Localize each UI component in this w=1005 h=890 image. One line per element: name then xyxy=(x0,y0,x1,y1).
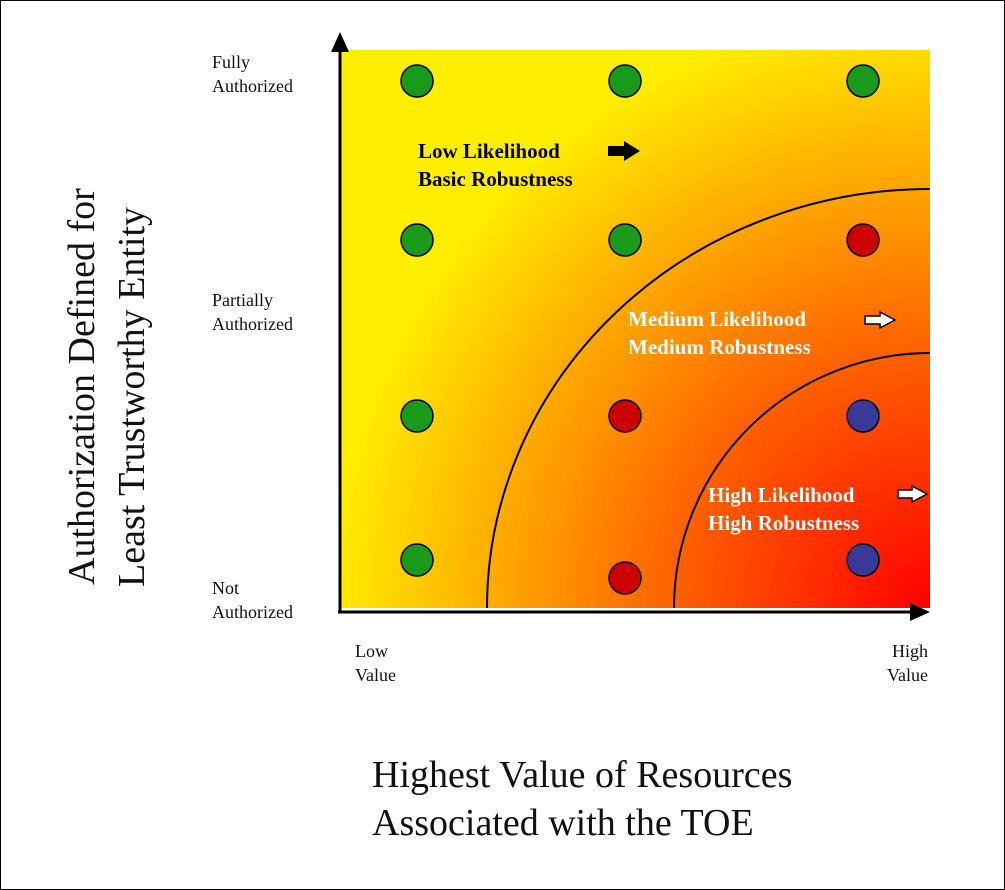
y-level-label: Fully xyxy=(212,52,251,72)
point-r1-c3 xyxy=(846,64,880,98)
points-layer xyxy=(400,64,880,595)
y-axis-arrowhead xyxy=(331,32,349,52)
x-label-line: High xyxy=(892,641,928,661)
medium-zone-boundary xyxy=(486,188,931,609)
point-r2-c3 xyxy=(846,223,880,257)
x-axis-title-line2: Associated with the TOE xyxy=(372,802,754,844)
x-high-value-label: High Value xyxy=(858,639,928,687)
point-r4-c1 xyxy=(400,543,434,577)
white-right-arrow-icon xyxy=(864,310,897,330)
x-label-line: Value xyxy=(887,665,928,685)
point-r3-c1 xyxy=(400,399,434,433)
point-r3-c3 xyxy=(846,399,880,433)
point-r4-c2 xyxy=(608,561,642,595)
zone-robustness-text: High Robustness xyxy=(708,511,860,535)
point-r1-c2 xyxy=(608,64,642,98)
x-axis-arrowhead xyxy=(910,603,930,621)
y-axis-title-line2: Least Trustworthy Entity xyxy=(111,206,153,587)
y-axis-title-line1: Authorization Defined for xyxy=(61,188,103,585)
y-level-label: Partially xyxy=(212,290,273,310)
point-r4-c3 xyxy=(846,543,880,577)
x-label-line: Value xyxy=(355,665,396,685)
y-level-label: Authorized xyxy=(212,314,293,334)
black-right-arrow-icon xyxy=(608,141,640,161)
x-label-line: Low xyxy=(355,641,388,661)
zone-likelihood-text: Medium Likelihood xyxy=(628,307,806,331)
zone-robustness-text: Basic Robustness xyxy=(418,167,573,191)
y-level-not-authorized: Not Authorized xyxy=(212,576,293,624)
likelihood-gradient-panel xyxy=(340,50,930,608)
high-zone-boundary xyxy=(673,352,931,609)
high-likelihood-zone-label: High Likelihood High Robustness xyxy=(708,481,859,537)
white-right-arrow-icon xyxy=(897,484,929,504)
point-r2-c1 xyxy=(400,223,434,257)
point-r2-c2 xyxy=(608,223,642,257)
low-likelihood-zone-label: Low Likelihood Basic Robustness xyxy=(418,137,573,193)
x-axis-title: Highest Value of Resources Associated wi… xyxy=(372,751,792,847)
y-level-label: Authorized xyxy=(212,76,293,96)
zone-likelihood-text: High Likelihood xyxy=(708,483,855,507)
y-level-fully-authorized: Fully Authorized xyxy=(212,50,293,98)
y-level-partially-authorized: Partially Authorized xyxy=(212,288,293,336)
medium-likelihood-zone-label: Medium Likelihood Medium Robustness xyxy=(628,305,811,361)
zone-likelihood-text: Low Likelihood xyxy=(418,139,560,163)
x-low-value-label: Low Value xyxy=(355,639,396,687)
point-r1-c1 xyxy=(400,64,434,98)
point-r3-c2 xyxy=(608,399,642,433)
zone-robustness-text: Medium Robustness xyxy=(628,335,811,359)
x-axis-title-line1: Highest Value of Resources xyxy=(372,754,793,796)
y-level-label: Authorized xyxy=(212,602,293,622)
y-level-label: Not xyxy=(212,578,239,598)
